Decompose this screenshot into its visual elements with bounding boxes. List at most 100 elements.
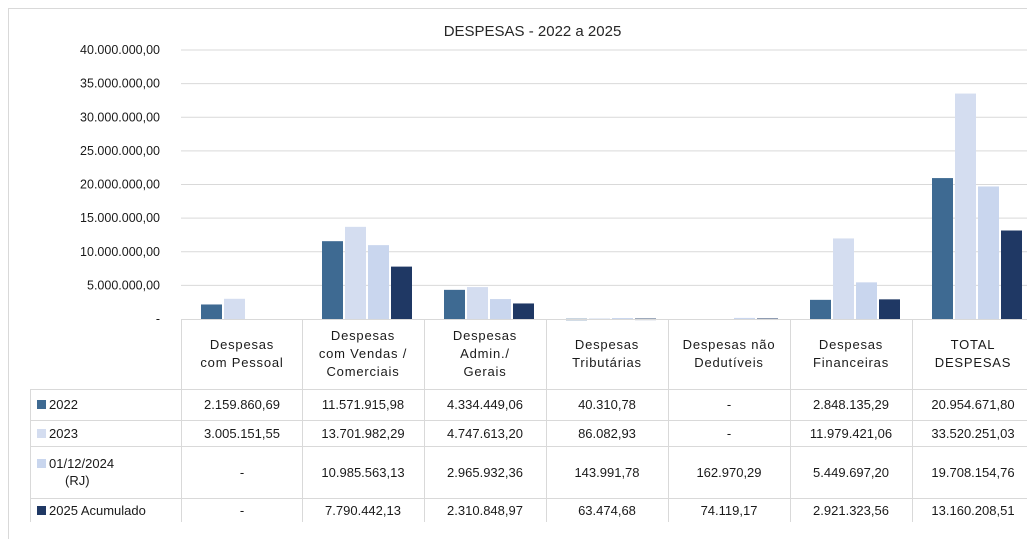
bar bbox=[810, 299, 831, 319]
data-label: 143.991,78 bbox=[574, 464, 640, 480]
data-label: 7.790.442,13 bbox=[325, 502, 401, 518]
legend-label: (RJ) bbox=[37, 472, 181, 489]
category-label-line: com Pessoal bbox=[200, 355, 284, 370]
table-rule bbox=[30, 389, 1027, 390]
legend-entry: 01/12/2024 (RJ) bbox=[37, 455, 181, 489]
legend-entry: 2025 Acumulado bbox=[37, 502, 181, 519]
bar bbox=[612, 318, 633, 320]
data-label: 33.520.251,03 bbox=[931, 425, 1015, 441]
data-label: 13.701.982,29 bbox=[321, 425, 405, 441]
table-rule bbox=[668, 319, 669, 522]
legend-swatch bbox=[37, 428, 46, 438]
table-rule bbox=[30, 420, 1027, 421]
category-label-line: Despesas bbox=[209, 337, 275, 352]
data-label: 11.571.915,98 bbox=[321, 397, 405, 412]
legend-swatch bbox=[37, 505, 46, 515]
bar bbox=[368, 245, 389, 319]
bar bbox=[932, 178, 953, 319]
legend-entry: 2022 bbox=[37, 396, 181, 413]
plot-area: - 5.000.000,00 10.000.000,00 15.000.000,00 2… bbox=[80, 43, 1027, 326]
bar bbox=[978, 186, 999, 319]
data-label: 4.747.613,20 bbox=[447, 425, 523, 441]
chart-frame bbox=[8, 8, 1027, 539]
category-label-line: TOTAL bbox=[950, 337, 996, 352]
y-tick-label: 25.000.000,00 bbox=[80, 144, 160, 158]
legend-text: 01/12/2024 bbox=[49, 456, 115, 471]
category-label-line: Despesas bbox=[574, 337, 640, 352]
legend-swatch bbox=[37, 459, 46, 468]
legend-entry: 2023 bbox=[37, 425, 181, 442]
y-tick-label: 35.000.000,00 bbox=[80, 77, 160, 91]
y-tick-label: 40.000.000,00 bbox=[80, 43, 160, 57]
category-label-line: com Vendas / bbox=[318, 346, 408, 361]
y-tick-label: 5.000.000,00 bbox=[87, 278, 160, 292]
category-label: TOTAL DESPESAS bbox=[912, 336, 1027, 372]
table-rule bbox=[30, 389, 31, 522]
table-rule bbox=[546, 319, 547, 522]
data-label: - bbox=[239, 464, 245, 480]
category-label-line: Dedutíveis bbox=[694, 355, 764, 370]
legend-swatch bbox=[37, 400, 46, 409]
bar bbox=[879, 299, 900, 319]
category-label-line: Gerais bbox=[463, 364, 507, 379]
bar bbox=[734, 317, 755, 320]
legend-label: 01/12/2024 bbox=[37, 455, 181, 472]
category-label: Despesas Admin./ Gerais bbox=[424, 327, 546, 381]
table-rule bbox=[302, 319, 303, 522]
y-tick-label: 15.000.000,00 bbox=[80, 211, 160, 225]
category-label-line: Admin./ bbox=[460, 346, 510, 361]
category-label-line: Despesas bbox=[452, 328, 518, 343]
data-label: 162.970,29 bbox=[696, 464, 762, 480]
chart-title: DESPESAS - 2022 a 2025 bbox=[443, 23, 622, 40]
data-label: - bbox=[726, 425, 732, 441]
data-label: 40.310,78 bbox=[578, 397, 636, 412]
data-label: 19.708.154,76 bbox=[931, 464, 1015, 480]
bar bbox=[322, 241, 343, 319]
data-label: 2.848.135,29 bbox=[813, 397, 889, 412]
y-tick-label: 30.000.000,00 bbox=[80, 110, 160, 124]
data-label: 3.005.151,55 bbox=[204, 425, 280, 441]
category-label-line: Financeiras bbox=[813, 355, 889, 370]
table-rule bbox=[424, 319, 425, 522]
category-label-line: Comerciais bbox=[326, 364, 400, 379]
data-label: 4.334.449,06 bbox=[447, 397, 523, 412]
data-label: - bbox=[239, 502, 245, 518]
category-label: Despesas com Vendas / Comerciais bbox=[302, 327, 424, 381]
legend-text: 2022 bbox=[49, 397, 78, 412]
bar bbox=[833, 238, 854, 319]
bar bbox=[1001, 230, 1022, 319]
bar bbox=[224, 298, 245, 319]
bar bbox=[444, 289, 465, 319]
legend-text: (RJ) bbox=[65, 473, 90, 488]
y-tick-label: 20.000.000,00 bbox=[80, 178, 160, 192]
bar bbox=[345, 226, 366, 319]
data-label: 2.965.932,36 bbox=[447, 464, 523, 480]
table-rule bbox=[30, 446, 1027, 447]
category-label: Despesas Tributárias bbox=[546, 336, 668, 372]
category-label: Despesas Financeiras bbox=[790, 336, 912, 372]
data-label: 2.310.848,97 bbox=[447, 502, 523, 518]
data-label: 5.449.697,20 bbox=[813, 464, 889, 480]
bar bbox=[955, 93, 976, 319]
data-label: 11.979.421,06 bbox=[809, 425, 893, 441]
table-rule bbox=[181, 319, 182, 522]
category-label: Despesas não Dedutíveis bbox=[668, 336, 790, 372]
bar bbox=[856, 282, 877, 319]
data-label: 2.159.860,69 bbox=[204, 397, 280, 412]
category-label-line: Tributárias bbox=[572, 355, 642, 370]
bar bbox=[513, 303, 534, 319]
data-label: 13.160.208,51 bbox=[931, 502, 1015, 518]
data-label: 74.119,17 bbox=[700, 502, 758, 518]
category-label-line: Despesas bbox=[330, 328, 396, 343]
table-rule bbox=[912, 319, 913, 522]
legend-label: 2025 Acumulado bbox=[37, 502, 181, 519]
category-label: Despesas com Pessoal bbox=[181, 336, 303, 372]
y-tick-label: 10.000.000,00 bbox=[80, 245, 160, 259]
data-label: 2.921.323,56 bbox=[813, 502, 889, 518]
data-label: 86.082,93 bbox=[578, 425, 636, 441]
bar bbox=[391, 266, 412, 319]
legend-text: 2025 Acumulado bbox=[49, 502, 146, 518]
bar bbox=[490, 299, 511, 319]
legend-label: 2022 bbox=[37, 396, 181, 413]
y-tick-label: - bbox=[156, 312, 160, 326]
